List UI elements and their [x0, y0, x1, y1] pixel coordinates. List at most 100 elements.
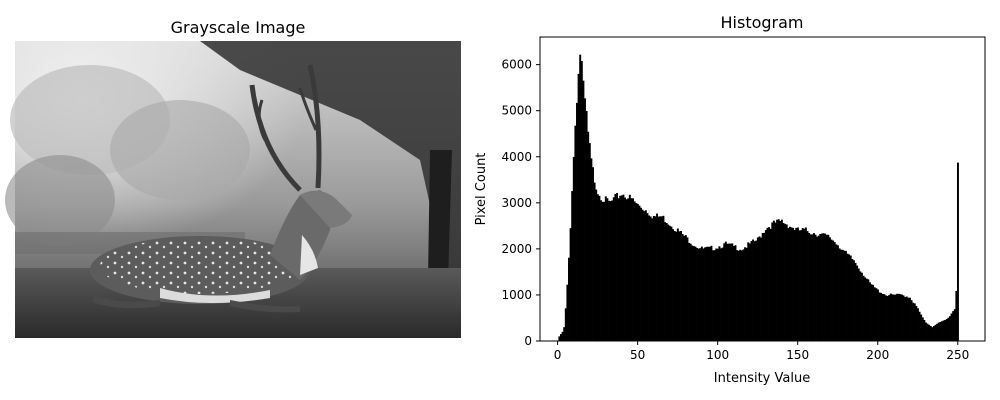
chart-title: Histogram — [721, 13, 804, 32]
histogram-bar — [798, 230, 801, 341]
y-tick-label: 1000 — [501, 288, 532, 302]
histogram-bar — [796, 227, 799, 341]
histogram-bar — [590, 158, 593, 341]
histogram-bar — [672, 229, 675, 341]
histogram-bar — [652, 216, 655, 341]
histogram-bar — [569, 228, 572, 341]
histogram-bar — [811, 234, 814, 341]
histogram-bar — [825, 234, 828, 341]
histogram-bar — [889, 293, 892, 341]
histogram-bar — [819, 234, 822, 341]
histogram-bar — [764, 230, 767, 341]
histogram-bar — [816, 236, 819, 341]
histogram-bar — [804, 227, 807, 341]
histogram-bar — [808, 232, 811, 341]
x-axis-ticks: 0 50 100 150 200 250 — [554, 341, 969, 362]
histogram-bar — [918, 311, 921, 341]
histogram-bar — [910, 300, 913, 341]
histogram-bar — [609, 201, 612, 341]
y-axis-label: Pixel Count — [474, 153, 489, 226]
histogram-bar — [596, 194, 599, 341]
histogram-bar — [820, 233, 823, 341]
histogram-bar — [947, 317, 950, 341]
histogram-bar — [780, 219, 783, 341]
histogram-bar — [632, 198, 634, 341]
histogram-bar — [934, 324, 937, 341]
histogram-bar — [849, 255, 852, 341]
histogram-bar — [604, 196, 607, 341]
histogram-bar — [852, 260, 855, 341]
histogram-bar — [561, 331, 564, 341]
histogram-bar — [676, 228, 679, 341]
histogram-bar — [612, 197, 615, 341]
histogram-bar — [673, 230, 676, 341]
histogram-bar — [574, 125, 577, 341]
histogram-bar — [593, 182, 596, 341]
histogram-bar — [689, 243, 692, 341]
histogram-bar — [758, 236, 761, 341]
histogram-bar — [867, 279, 870, 341]
histogram-bar — [686, 237, 689, 341]
histogram-bar — [564, 308, 567, 341]
histogram-bar — [726, 243, 729, 341]
histogram-bar — [923, 320, 926, 341]
histogram-bar — [939, 321, 942, 341]
histogram-bar — [945, 319, 948, 341]
histogram-bar — [904, 297, 907, 341]
x-tick-label: 200 — [866, 348, 889, 362]
histogram-bar — [793, 229, 796, 341]
histogram-bar — [664, 222, 667, 341]
histogram-bar — [886, 295, 889, 341]
histogram-bar — [822, 233, 825, 341]
histogram-bar — [681, 234, 684, 341]
histogram-bar — [902, 295, 905, 341]
histogram-bar — [611, 200, 614, 341]
y-tick-label: 3000 — [501, 196, 532, 210]
histogram-bar — [940, 321, 943, 341]
histogram-bar — [638, 205, 641, 341]
histogram-bar — [897, 293, 900, 341]
histogram-bar — [566, 284, 569, 341]
histogram-bar — [678, 231, 681, 341]
histogram-bar — [761, 232, 764, 341]
histogram-bar — [739, 249, 742, 341]
histogram-bar — [768, 227, 771, 341]
histogram-bar — [600, 200, 602, 341]
histogram-bar — [648, 215, 650, 341]
histogram-bar — [646, 213, 649, 341]
histogram-bar — [568, 257, 570, 341]
histogram-bar — [715, 248, 718, 341]
histogram-bar — [577, 73, 580, 342]
histogram-bar — [752, 239, 755, 341]
y-axis-ticks: 0 1000 2000 3000 4000 5000 6000 — [501, 58, 540, 348]
histogram-bar — [873, 287, 876, 341]
histogram-bar — [683, 235, 686, 341]
y-tick-label: 0 — [524, 334, 532, 348]
y-tick-label: 6000 — [501, 58, 532, 72]
histogram-bar — [801, 228, 804, 341]
histogram-bar — [929, 326, 932, 341]
histogram-bar — [844, 250, 847, 341]
histogram-bar — [774, 222, 777, 341]
plot-frame — [539, 36, 986, 342]
histogram-bar — [614, 194, 617, 341]
histogram-bar — [868, 282, 871, 341]
histogram-bar — [955, 290, 958, 341]
histogram-bar — [883, 294, 886, 341]
histogram-bar — [824, 233, 827, 341]
histogram-bar — [760, 237, 763, 341]
histogram-bar — [840, 249, 843, 341]
histogram-bar — [812, 233, 815, 341]
histogram-bar — [708, 246, 711, 341]
histogram-bar — [814, 234, 817, 341]
histogram-bar — [891, 294, 894, 341]
histogram-bar — [862, 275, 865, 341]
grayscale-photo — [5, 41, 461, 338]
histogram-bar — [745, 247, 748, 341]
histogram-bar — [665, 222, 668, 341]
histogram-bar — [697, 248, 700, 341]
histogram-bar — [598, 195, 601, 341]
histogram-bar — [899, 294, 902, 341]
histogram-bar — [731, 243, 734, 341]
